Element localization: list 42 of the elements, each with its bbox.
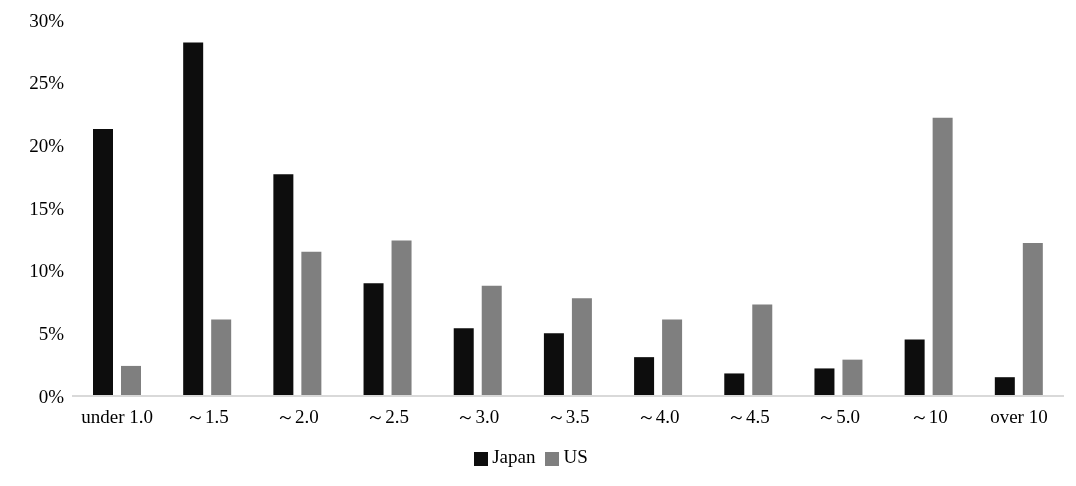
y-tick-label: 5% bbox=[38, 323, 65, 345]
bar bbox=[752, 304, 773, 396]
bar bbox=[121, 365, 141, 396]
x-tick-label: ～4.0 bbox=[636, 406, 680, 428]
x-tick-label: over 10 bbox=[990, 406, 1048, 428]
bar bbox=[363, 283, 384, 396]
bar bbox=[1022, 243, 1043, 396]
bar bbox=[211, 319, 232, 396]
bar bbox=[571, 298, 592, 396]
bar bbox=[634, 357, 655, 396]
x-tick-label: ～10 bbox=[909, 406, 948, 428]
x-tick-label: ～3.5 bbox=[546, 406, 590, 428]
y-tick-label: 15% bbox=[29, 197, 65, 219]
x-tick-label: ～4.5 bbox=[726, 406, 770, 428]
bar bbox=[301, 251, 322, 396]
bar bbox=[662, 319, 683, 396]
x-tick-label: under 1.0 bbox=[81, 406, 153, 428]
bar bbox=[93, 129, 113, 396]
bar bbox=[814, 368, 835, 396]
legend-label: US bbox=[563, 446, 588, 467]
bar bbox=[904, 339, 925, 396]
x-tick-label: ～2.0 bbox=[276, 406, 319, 428]
bar bbox=[453, 328, 474, 396]
x-tick-label: ～3.0 bbox=[456, 406, 500, 428]
y-tick-label: 25% bbox=[29, 72, 65, 94]
bar bbox=[183, 42, 204, 396]
y-tick-label: 0% bbox=[38, 385, 65, 407]
y-tick-label: 20% bbox=[29, 135, 65, 157]
bar bbox=[994, 377, 1015, 396]
bar bbox=[842, 359, 863, 396]
bar bbox=[481, 285, 502, 396]
bar bbox=[273, 174, 294, 396]
y-tick-label: 10% bbox=[29, 260, 65, 282]
x-tick-label: ～5.0 bbox=[817, 406, 860, 428]
bar bbox=[391, 240, 412, 396]
x-tick-label: ～2.5 bbox=[366, 406, 410, 428]
bar bbox=[724, 373, 745, 396]
bar bbox=[543, 333, 564, 396]
legend-label: Japan bbox=[492, 446, 536, 467]
x-tick-label: ～1.5 bbox=[185, 406, 229, 428]
bar bbox=[932, 117, 953, 396]
y-tick-label: 30% bbox=[29, 9, 65, 31]
